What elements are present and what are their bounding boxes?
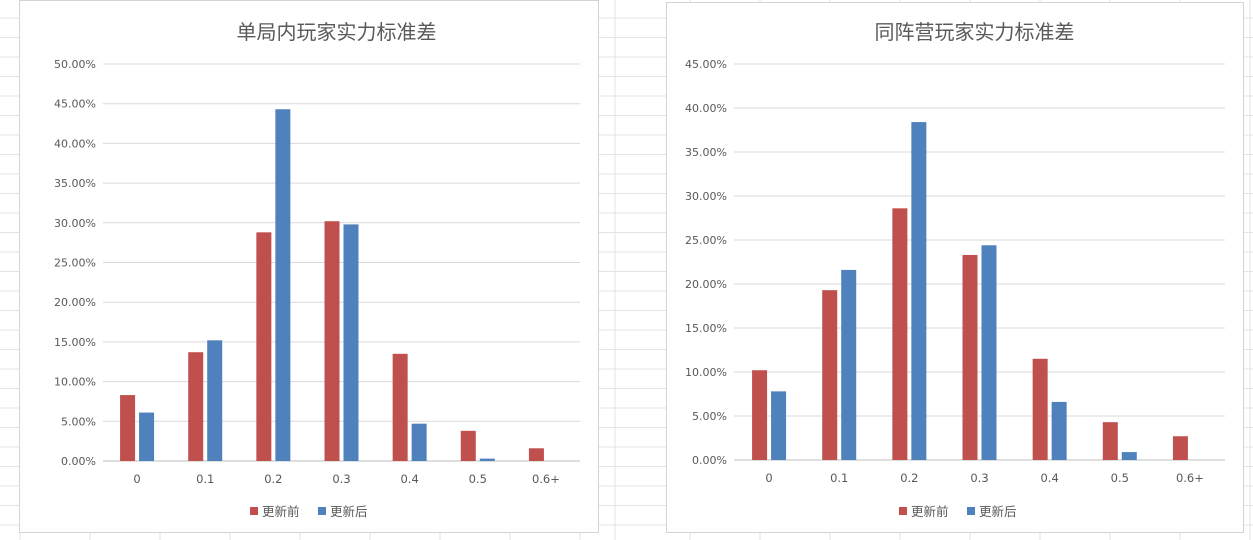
bar-before — [752, 370, 768, 460]
x-tick-label: 0.6+ — [532, 472, 560, 486]
y-tick-label: 30.00% — [54, 217, 96, 230]
y-tick-label: 20.00% — [54, 296, 96, 309]
bar-before — [1102, 422, 1118, 460]
bar-after — [207, 340, 223, 461]
y-tick-label: 30.00% — [685, 190, 727, 203]
bar-after — [981, 245, 997, 460]
x-tick-label: 0 — [133, 472, 140, 486]
bar-after — [1121, 452, 1137, 460]
bar-before — [528, 448, 544, 461]
y-tick-label: 10.00% — [54, 376, 96, 389]
legend-label: 更新前 — [262, 504, 300, 519]
bar-after — [139, 412, 155, 461]
y-tick-label: 20.00% — [685, 278, 727, 291]
y-tick-label: 15.00% — [685, 322, 727, 335]
x-tick-label: 0.4 — [1040, 471, 1058, 485]
bar-after — [411, 423, 427, 461]
chart-title: 单局内玩家实力标准差 — [237, 20, 437, 44]
bar-after — [343, 224, 359, 461]
chart-left[interactable]: 单局内玩家实力标准差 0.00% 5.00% 10.00% 15.00% 20.00% 25… — [19, 0, 599, 533]
legend-swatch — [899, 507, 907, 515]
bar-before — [188, 352, 204, 461]
x-tick-label: 0.3 — [332, 472, 350, 486]
x-tick-label: 0.4 — [400, 472, 418, 486]
y-tick-label: 35.00% — [685, 146, 727, 159]
bar-before — [1032, 358, 1048, 460]
x-tick-label: 0.5 — [469, 472, 487, 486]
y-tick-label: 40.00% — [54, 137, 96, 150]
y-tick-label: 25.00% — [685, 234, 727, 247]
chart-left-svg: 单局内玩家实力标准差 0.00% 5.00% 10.00% 15.00% 20.00% 25… — [54, 20, 580, 519]
bar-after — [841, 269, 857, 460]
x-tick-label: 0.1 — [196, 472, 214, 486]
x-tick-label: 0.2 — [264, 472, 282, 486]
y-tick-label: 10.00% — [685, 366, 727, 379]
x-tick-label: 0.1 — [830, 471, 848, 485]
y-tick-label: 45.00% — [685, 58, 727, 71]
bar-after — [1051, 401, 1067, 460]
bar-before — [822, 290, 838, 460]
bar-before — [256, 232, 272, 461]
x-tick-label: 0.5 — [1111, 471, 1129, 485]
bar-before — [892, 208, 908, 460]
y-tick-label: 5.00% — [61, 415, 96, 428]
bar-before — [460, 430, 476, 461]
y-tick-label: 40.00% — [685, 102, 727, 115]
x-tick-label: 0 — [765, 471, 772, 485]
legend-label: 更新前 — [911, 504, 949, 519]
bar-after — [479, 458, 495, 461]
x-tick-label: 0.6+ — [1176, 471, 1204, 485]
legend-swatch — [967, 507, 975, 515]
y-tick-label: 45.00% — [54, 98, 96, 111]
bar-before — [324, 221, 340, 461]
y-tick-label: 0.00% — [61, 455, 96, 468]
bar-before — [962, 254, 978, 460]
chart-right-svg: 同阵营玩家实力标准差 0.00% 5.00% 10.00% 15.00% 20.00% 25… — [685, 20, 1225, 519]
legend-label: 更新后 — [979, 504, 1017, 519]
legend-swatch — [250, 507, 258, 515]
y-tick-label: 35.00% — [54, 177, 96, 190]
x-tick-label: 0.2 — [900, 471, 918, 485]
y-tick-label: 50.00% — [54, 58, 96, 71]
bar-after — [911, 122, 927, 460]
bar-before — [1172, 436, 1188, 460]
bar-before — [120, 395, 136, 461]
bar-after — [771, 391, 787, 460]
y-tick-label: 0.00% — [692, 454, 727, 467]
legend-label: 更新后 — [330, 504, 368, 519]
y-tick-label: 25.00% — [54, 257, 96, 270]
x-tick-label: 0.3 — [970, 471, 988, 485]
y-tick-label: 5.00% — [692, 410, 727, 423]
chart-right[interactable]: 同阵营玩家实力标准差 0.00% 5.00% 10.00% 15.00% 20.00% 25… — [666, 2, 1244, 533]
bar-after — [275, 109, 291, 462]
bar-before — [392, 353, 408, 461]
y-tick-label: 15.00% — [54, 336, 96, 349]
legend-swatch — [318, 507, 326, 515]
chart-title: 同阵营玩家实力标准差 — [875, 20, 1075, 44]
